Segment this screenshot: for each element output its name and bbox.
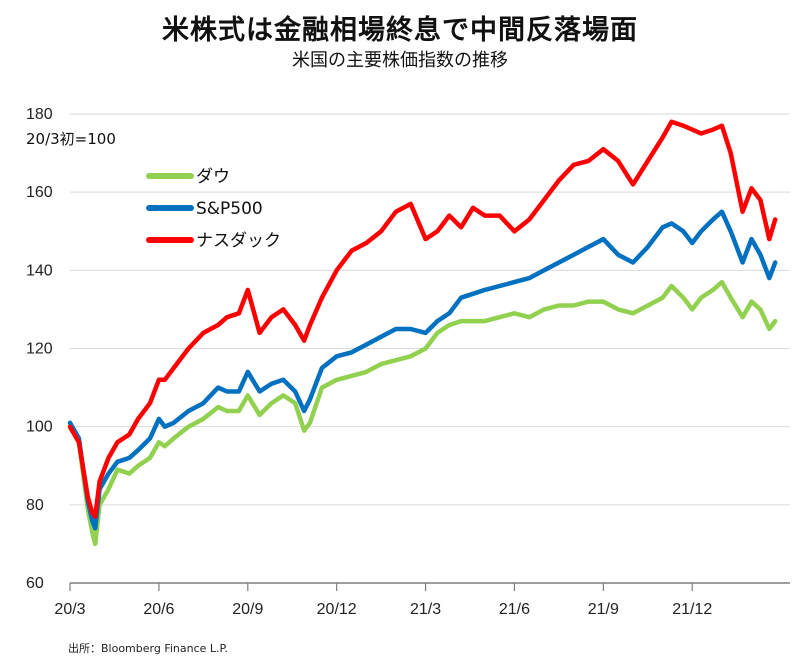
y-tick-label: 160 xyxy=(26,184,53,201)
series-lines xyxy=(67,119,778,547)
legend: ダウ S&P500 ナスダック xyxy=(146,167,281,251)
gridlines xyxy=(70,113,790,506)
source-note: 出所：Bloomberg Finance L.P. xyxy=(68,642,228,655)
legend-label-nasdaq: ナスダック xyxy=(196,231,281,251)
x-tick-label: 20/3 xyxy=(54,601,85,618)
y-tick-label: 100 xyxy=(26,419,53,436)
legend-label-sp500: S&P500 xyxy=(196,199,263,219)
chart-title: 米株式は金融相場終息で中間反落場面 xyxy=(162,15,638,46)
x-tick-label: 21/3 xyxy=(410,601,441,618)
x-tick-label: 21/12 xyxy=(672,601,712,618)
series-line-sp500 xyxy=(67,209,778,531)
series-line-nasdaq xyxy=(67,119,778,519)
y-tick-label: 180 xyxy=(26,106,53,123)
x-tick-label: 21/6 xyxy=(499,601,530,618)
y-tick-label: 60 xyxy=(26,575,44,592)
y-tick-label: 140 xyxy=(26,262,53,279)
series-line-dow xyxy=(67,279,778,547)
y-tick-label: 120 xyxy=(26,341,53,358)
x-tick-label: 20/6 xyxy=(143,601,174,618)
base-note: 20/3初=100 xyxy=(26,130,116,148)
x-axis: 20/3 20/6 20/9 20/12 21/3 21/6 21/9 21/12 xyxy=(54,582,790,618)
x-tick-label: 21/9 xyxy=(588,601,619,618)
legend-label-dow: ダウ xyxy=(196,167,230,187)
x-tick-label: 20/12 xyxy=(317,601,357,618)
y-tick-labels: 60 80 100 120 140 160 180 xyxy=(26,106,53,592)
y-tick-label: 80 xyxy=(26,497,44,514)
x-tick-label: 20/9 xyxy=(232,601,263,618)
chart-subtitle: 米国の主要株価指数の推移 xyxy=(292,50,508,71)
